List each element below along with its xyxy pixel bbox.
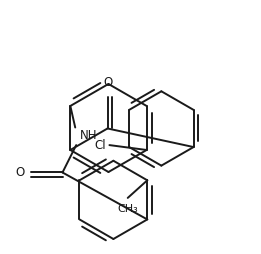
Text: O: O (15, 166, 24, 179)
Text: CH₃: CH₃ (117, 204, 138, 214)
Text: Cl: Cl (95, 139, 106, 152)
Text: O: O (103, 76, 112, 89)
Text: NH: NH (80, 129, 98, 142)
